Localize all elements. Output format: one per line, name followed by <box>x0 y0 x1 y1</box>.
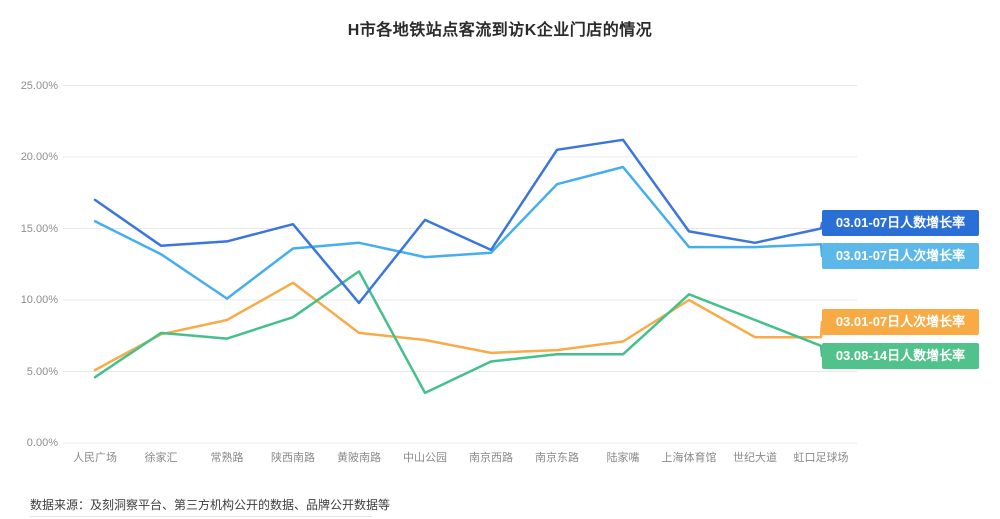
y-axis-label: 15.00% <box>20 222 58 235</box>
series-line-3 <box>93 270 824 395</box>
y-axis-label: 5.00% <box>26 365 58 378</box>
series-label-people-0301: 03.01-07日人数增长率 <box>822 210 979 236</box>
x-axis-label: 黄陂南路 <box>337 452 381 464</box>
series-line-1 <box>93 165 824 300</box>
series-line-0 <box>93 138 824 305</box>
bottom-divider <box>30 516 372 517</box>
x-axis-label: 虹口足球场 <box>793 452 849 464</box>
chart-title: H市各地铁站点客流到访K企业门店的情况 <box>347 22 653 39</box>
x-axis-label: 陆家嘴 <box>606 452 640 464</box>
x-axis-label: 常熟路 <box>210 452 244 464</box>
y-axis-label: 10.00% <box>20 294 58 306</box>
x-axis-label: 南京西路 <box>469 452 513 464</box>
y-axis-label: 20.00% <box>20 151 58 163</box>
x-axis-label: 南京东路 <box>535 452 579 464</box>
x-axis-label: 中山公园 <box>403 452 447 464</box>
series-line-2 <box>93 281 824 372</box>
series-label-visits-0301-orange: 03.01-07日人次增长率 <box>822 309 979 335</box>
x-axis-label: 陕西南路 <box>271 452 315 464</box>
data-source-note: 数据来源：及刻洞察平台、第三方机构公开的数据、品牌公开数据等 <box>30 498 391 512</box>
x-axis-label: 世纪大道 <box>733 452 777 464</box>
x-axis-label: 上海体育馆 <box>661 452 717 464</box>
series-label-people-0308: 03.08-14日人数增长率 <box>822 343 979 369</box>
series-label-visits-0301-blue: 03.01-07日人次增长率 <box>822 243 979 269</box>
y-axis-label: 25.00% <box>20 79 58 92</box>
x-axis-label: 人民广场 <box>73 452 117 464</box>
y-axis-label: 0.00% <box>26 437 58 449</box>
x-axis-label: 徐家汇 <box>144 452 178 464</box>
